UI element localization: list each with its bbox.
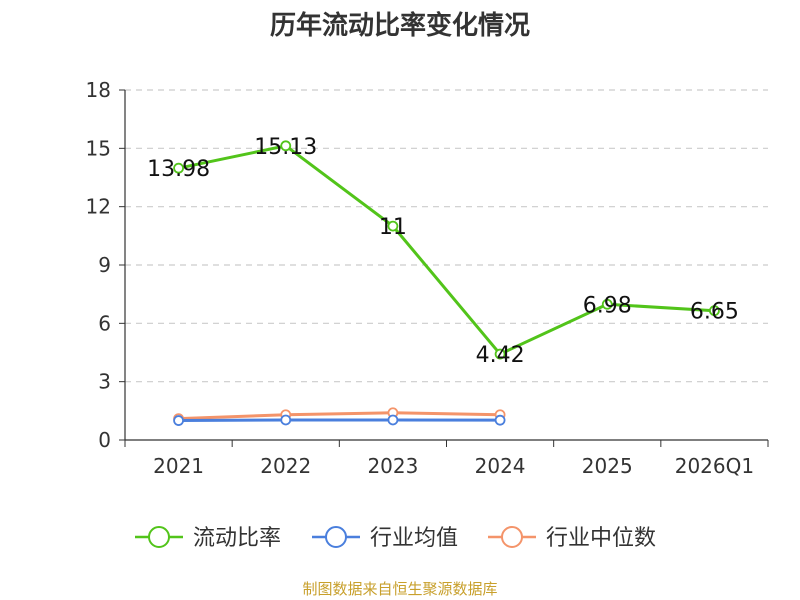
- data-point: [280, 414, 292, 426]
- data-label: 11: [379, 215, 407, 240]
- data-point: [280, 140, 292, 152]
- data-label: 13.98: [147, 157, 210, 182]
- y-tick-label: 3: [98, 370, 111, 394]
- data-label: 15.13: [254, 135, 317, 160]
- data-point: [601, 298, 613, 310]
- data-point: [709, 305, 720, 317]
- x-tick-label: 2025: [582, 454, 633, 478]
- x-tick-label: 2026Q1: [675, 454, 754, 478]
- x-tick-label: 2022: [260, 454, 311, 478]
- data-point: [173, 162, 184, 174]
- legend: 流动比率 行业均值 行业中位数: [135, 526, 656, 551]
- series-line-2: [178, 411, 501, 421]
- y-tick-label: 6: [98, 311, 111, 335]
- series-line-0: [178, 144, 715, 356]
- legend-label: 行业中位数: [546, 526, 656, 551]
- grid-lines: [125, 89, 768, 383]
- series-line-1: [178, 418, 501, 423]
- data-point: [494, 414, 506, 426]
- legend-marker: [501, 526, 523, 548]
- data-label: 6.65: [690, 300, 739, 325]
- legend-label: 流动比率: [193, 526, 281, 551]
- legend-marker: [325, 526, 347, 548]
- data-point: [494, 348, 506, 360]
- y-tick-label: 18: [86, 78, 111, 102]
- axes: [119, 89, 769, 447]
- legend-marker: [148, 526, 170, 548]
- y-tick-label: 9: [98, 253, 111, 277]
- data-label: 6.98: [583, 293, 632, 318]
- chart-title: 历年流动比率变化情况: [269, 11, 530, 41]
- y-tick-label: 0: [98, 428, 111, 452]
- y-tick-label: 15: [86, 136, 111, 160]
- series-lines: [178, 144, 715, 423]
- data-point: [387, 414, 399, 426]
- y-tick-label: 12: [86, 195, 111, 219]
- x-tick-label: 2021: [153, 454, 204, 478]
- source-note: 制图数据来自恒生聚源数据库: [302, 580, 498, 598]
- x-tick-label: 2023: [367, 454, 418, 478]
- data-point: [173, 415, 184, 426]
- data-points: [173, 140, 720, 426]
- data-point: [387, 220, 399, 232]
- legend-label: 行业均值: [370, 526, 458, 551]
- data-labels: 13.98 15.13 11 4.42 6.98 6.65: [147, 135, 739, 368]
- data-label: 4.42: [476, 343, 525, 368]
- tick-labels: 0 3 6 9 12 15 18 2021 2022 2023 2024 2025 2026Q1: [86, 78, 755, 478]
- x-tick-label: 2024: [475, 454, 526, 478]
